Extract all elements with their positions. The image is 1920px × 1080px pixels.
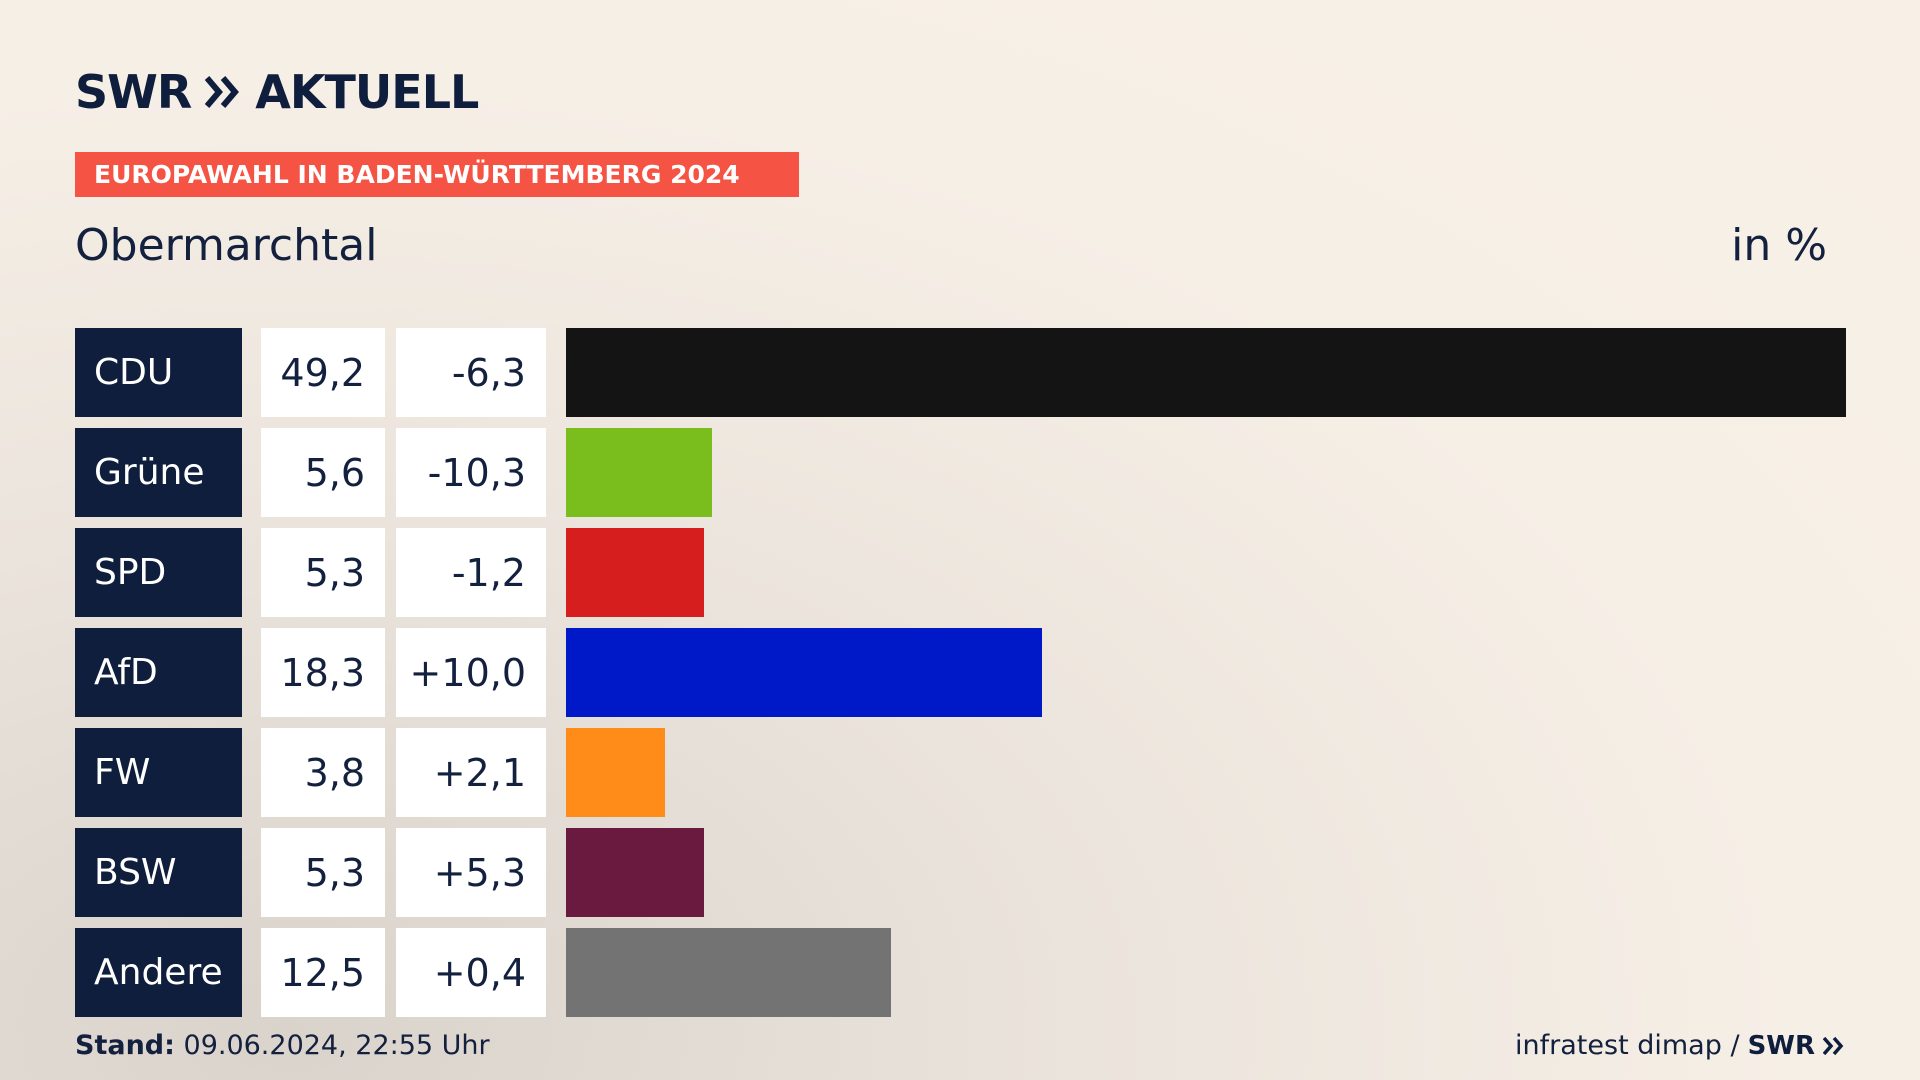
swr-aktuell-logo: SWR AKTUELL <box>75 65 479 119</box>
change-value: +0,4 <box>396 928 546 1017</box>
result-bar <box>566 828 704 917</box>
vote-share-value: 5,3 <box>261 828 385 917</box>
result-bar <box>566 928 891 1017</box>
result-bar <box>566 328 1846 417</box>
vote-share-value: 18,3 <box>261 628 385 717</box>
change-value: -10,3 <box>396 428 546 517</box>
vote-share-value: 5,6 <box>261 428 385 517</box>
stand-value: 09.06.2024, 22:55 Uhr <box>183 1030 490 1061</box>
party-label: SPD <box>75 528 242 617</box>
party-label: BSW <box>75 828 242 917</box>
result-bar <box>566 628 1042 717</box>
source-credit: infratest dimap / SWR <box>1515 1030 1845 1061</box>
logo-text: SWR <box>75 65 192 119</box>
party-label: CDU <box>75 328 242 417</box>
change-value: -6,3 <box>396 328 546 417</box>
result-bar <box>566 428 712 517</box>
location-title: Obermarchtal <box>75 220 378 271</box>
vote-share-value: 3,8 <box>261 728 385 817</box>
stand-label: Stand: <box>75 1030 175 1061</box>
logo-suffix: AKTUELL <box>255 65 479 119</box>
change-value: +10,0 <box>396 628 546 717</box>
source-text: infratest dimap / <box>1515 1030 1740 1061</box>
timestamp: Stand: 09.06.2024, 22:55 Uhr <box>75 1030 490 1061</box>
party-label: AfD <box>75 628 242 717</box>
result-bar <box>566 728 665 817</box>
change-value: -1,2 <box>396 528 546 617</box>
unit-label: in % <box>1731 220 1827 271</box>
vote-share-value: 49,2 <box>261 328 385 417</box>
result-bar <box>566 528 704 617</box>
election-tag: EUROPAWAHL IN BADEN-WÜRTTEMBERG 2024 <box>75 152 799 197</box>
change-value: +2,1 <box>396 728 546 817</box>
vote-share-value: 12,5 <box>261 928 385 1017</box>
source-logo: SWR <box>1747 1030 1815 1061</box>
change-value: +5,3 <box>396 828 546 917</box>
party-label: Grüne <box>75 428 242 517</box>
vote-share-value: 5,3 <box>261 528 385 617</box>
party-label: Andere <box>75 928 242 1017</box>
double-chevron-icon <box>205 76 240 108</box>
party-label: FW <box>75 728 242 817</box>
double-chevron-icon-small <box>1823 1036 1844 1055</box>
